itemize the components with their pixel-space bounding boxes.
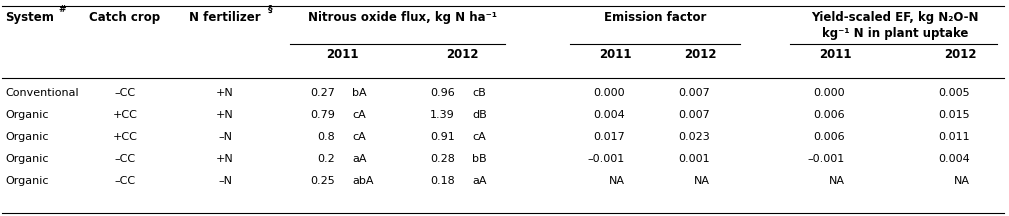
Text: 2011: 2011	[598, 48, 632, 61]
Text: NA: NA	[694, 176, 710, 186]
Text: #: #	[59, 5, 66, 14]
Text: 2011: 2011	[326, 48, 359, 61]
Text: Conventional: Conventional	[5, 88, 79, 98]
Text: 1.39: 1.39	[430, 110, 455, 120]
Text: cB: cB	[472, 88, 485, 98]
Text: 2012: 2012	[446, 48, 478, 61]
Text: 0.28: 0.28	[430, 154, 455, 164]
Text: bB: bB	[472, 154, 486, 164]
Text: 0.007: 0.007	[678, 88, 710, 98]
Text: Nitrous oxide flux, kg N ha⁻¹: Nitrous oxide flux, kg N ha⁻¹	[308, 11, 497, 24]
Text: 0.006: 0.006	[813, 110, 845, 120]
Text: dB: dB	[472, 110, 486, 120]
Text: Organic: Organic	[5, 110, 48, 120]
Text: 0.8: 0.8	[317, 132, 335, 142]
Text: Catch crop: Catch crop	[90, 11, 160, 24]
Text: 0.2: 0.2	[317, 154, 335, 164]
Text: 0.79: 0.79	[310, 110, 335, 120]
Text: 0.18: 0.18	[430, 176, 455, 186]
Text: 0.005: 0.005	[938, 88, 970, 98]
Text: +N: +N	[216, 88, 234, 98]
Text: –CC: –CC	[114, 154, 135, 164]
Text: N fertilizer: N fertilizer	[190, 11, 260, 24]
Text: aA: aA	[472, 176, 486, 186]
Text: 0.000: 0.000	[813, 88, 845, 98]
Text: 0.91: 0.91	[430, 132, 455, 142]
Text: cA: cA	[352, 132, 365, 142]
Text: NA: NA	[954, 176, 970, 186]
Text: §: §	[268, 5, 272, 14]
Text: 2012: 2012	[684, 48, 716, 61]
Text: 0.011: 0.011	[938, 132, 970, 142]
Text: NA: NA	[829, 176, 845, 186]
Text: Organic: Organic	[5, 132, 48, 142]
Text: System: System	[5, 11, 53, 24]
Text: –CC: –CC	[114, 176, 135, 186]
Text: –N: –N	[218, 176, 232, 186]
Text: –0.001: –0.001	[808, 154, 845, 164]
Text: aA: aA	[352, 154, 366, 164]
Text: +CC: +CC	[113, 110, 137, 120]
Text: cA: cA	[472, 132, 485, 142]
Text: +N: +N	[216, 154, 234, 164]
Text: 0.25: 0.25	[310, 176, 335, 186]
Text: cA: cA	[352, 110, 365, 120]
Text: 0.017: 0.017	[593, 132, 625, 142]
Text: Emission factor: Emission factor	[603, 11, 706, 24]
Text: 0.023: 0.023	[678, 132, 710, 142]
Text: bA: bA	[352, 88, 366, 98]
Text: –N: –N	[218, 132, 232, 142]
Text: 2012: 2012	[943, 48, 977, 61]
Text: NA: NA	[609, 176, 625, 186]
Text: 0.006: 0.006	[813, 132, 845, 142]
Text: abA: abA	[352, 176, 373, 186]
Text: 0.015: 0.015	[938, 110, 970, 120]
Text: Yield-scaled EF, kg N₂O-N
kg⁻¹ N in plant uptake: Yield-scaled EF, kg N₂O-N kg⁻¹ N in plan…	[811, 11, 979, 40]
Text: 0.000: 0.000	[593, 88, 625, 98]
Text: Organic: Organic	[5, 176, 48, 186]
Text: +N: +N	[216, 110, 234, 120]
Text: 0.004: 0.004	[938, 154, 970, 164]
Text: –0.001: –0.001	[588, 154, 625, 164]
Text: 2011: 2011	[818, 48, 852, 61]
Text: 0.007: 0.007	[678, 110, 710, 120]
Text: 0.001: 0.001	[678, 154, 710, 164]
Text: 0.004: 0.004	[593, 110, 625, 120]
Text: +CC: +CC	[113, 132, 137, 142]
Text: –CC: –CC	[114, 88, 135, 98]
Text: 0.96: 0.96	[430, 88, 455, 98]
Text: Organic: Organic	[5, 154, 48, 164]
Text: 0.27: 0.27	[310, 88, 335, 98]
